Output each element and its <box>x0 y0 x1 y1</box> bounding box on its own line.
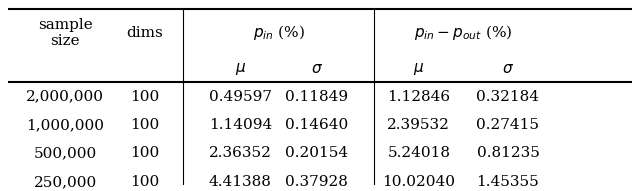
Text: 0.11849: 0.11849 <box>285 90 348 104</box>
Text: 5.24018: 5.24018 <box>387 146 451 160</box>
Text: 2,000,000: 2,000,000 <box>26 90 104 104</box>
Text: 100: 100 <box>130 175 159 189</box>
Text: dims: dims <box>126 26 163 40</box>
Text: $\mu$: $\mu$ <box>235 61 246 77</box>
Text: 250,000: 250,000 <box>33 175 97 189</box>
Text: 1.14094: 1.14094 <box>209 118 272 132</box>
Text: 100: 100 <box>130 90 159 104</box>
Text: 4.41388: 4.41388 <box>209 175 272 189</box>
Text: 500,000: 500,000 <box>33 146 97 160</box>
Text: $\sigma$: $\sigma$ <box>502 62 514 76</box>
Text: $p_{in} - p_{out}$ (%): $p_{in} - p_{out}$ (%) <box>414 23 513 42</box>
Text: 0.81235: 0.81235 <box>477 146 540 160</box>
Text: $\mu$: $\mu$ <box>413 61 424 77</box>
Text: 10.02040: 10.02040 <box>382 175 455 189</box>
Text: 1,000,000: 1,000,000 <box>26 118 104 132</box>
Text: 0.14640: 0.14640 <box>285 118 348 132</box>
Text: 1.45355: 1.45355 <box>477 175 540 189</box>
Text: 2.36352: 2.36352 <box>209 146 272 160</box>
Text: 0.32184: 0.32184 <box>477 90 540 104</box>
Text: 2.39532: 2.39532 <box>387 118 450 132</box>
Text: 100: 100 <box>130 146 159 160</box>
Text: 1.12846: 1.12846 <box>387 90 451 104</box>
Text: $p_{in}$ (%): $p_{in}$ (%) <box>253 23 305 42</box>
Text: 0.27415: 0.27415 <box>477 118 540 132</box>
Text: 0.49597: 0.49597 <box>209 90 272 104</box>
Text: 0.37928: 0.37928 <box>285 175 348 189</box>
Text: 0.20154: 0.20154 <box>285 146 348 160</box>
Text: 100: 100 <box>130 118 159 132</box>
Text: sample
size: sample size <box>38 18 93 48</box>
Text: $\sigma$: $\sigma$ <box>311 62 323 76</box>
